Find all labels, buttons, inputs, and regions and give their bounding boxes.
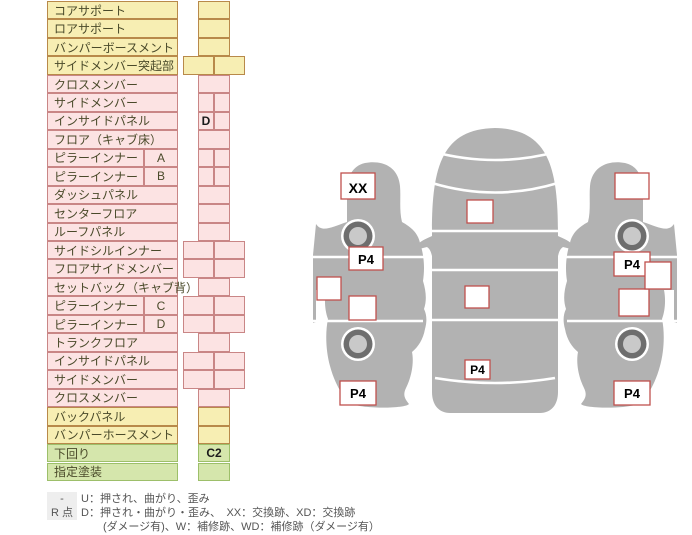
svg-text:P4: P4	[624, 386, 641, 401]
svg-text:XX: XX	[349, 180, 368, 196]
svg-text:P4: P4	[358, 252, 375, 267]
svg-text:P4: P4	[470, 363, 485, 377]
svg-text:P4: P4	[624, 257, 641, 272]
svg-text:P4: P4	[350, 386, 367, 401]
